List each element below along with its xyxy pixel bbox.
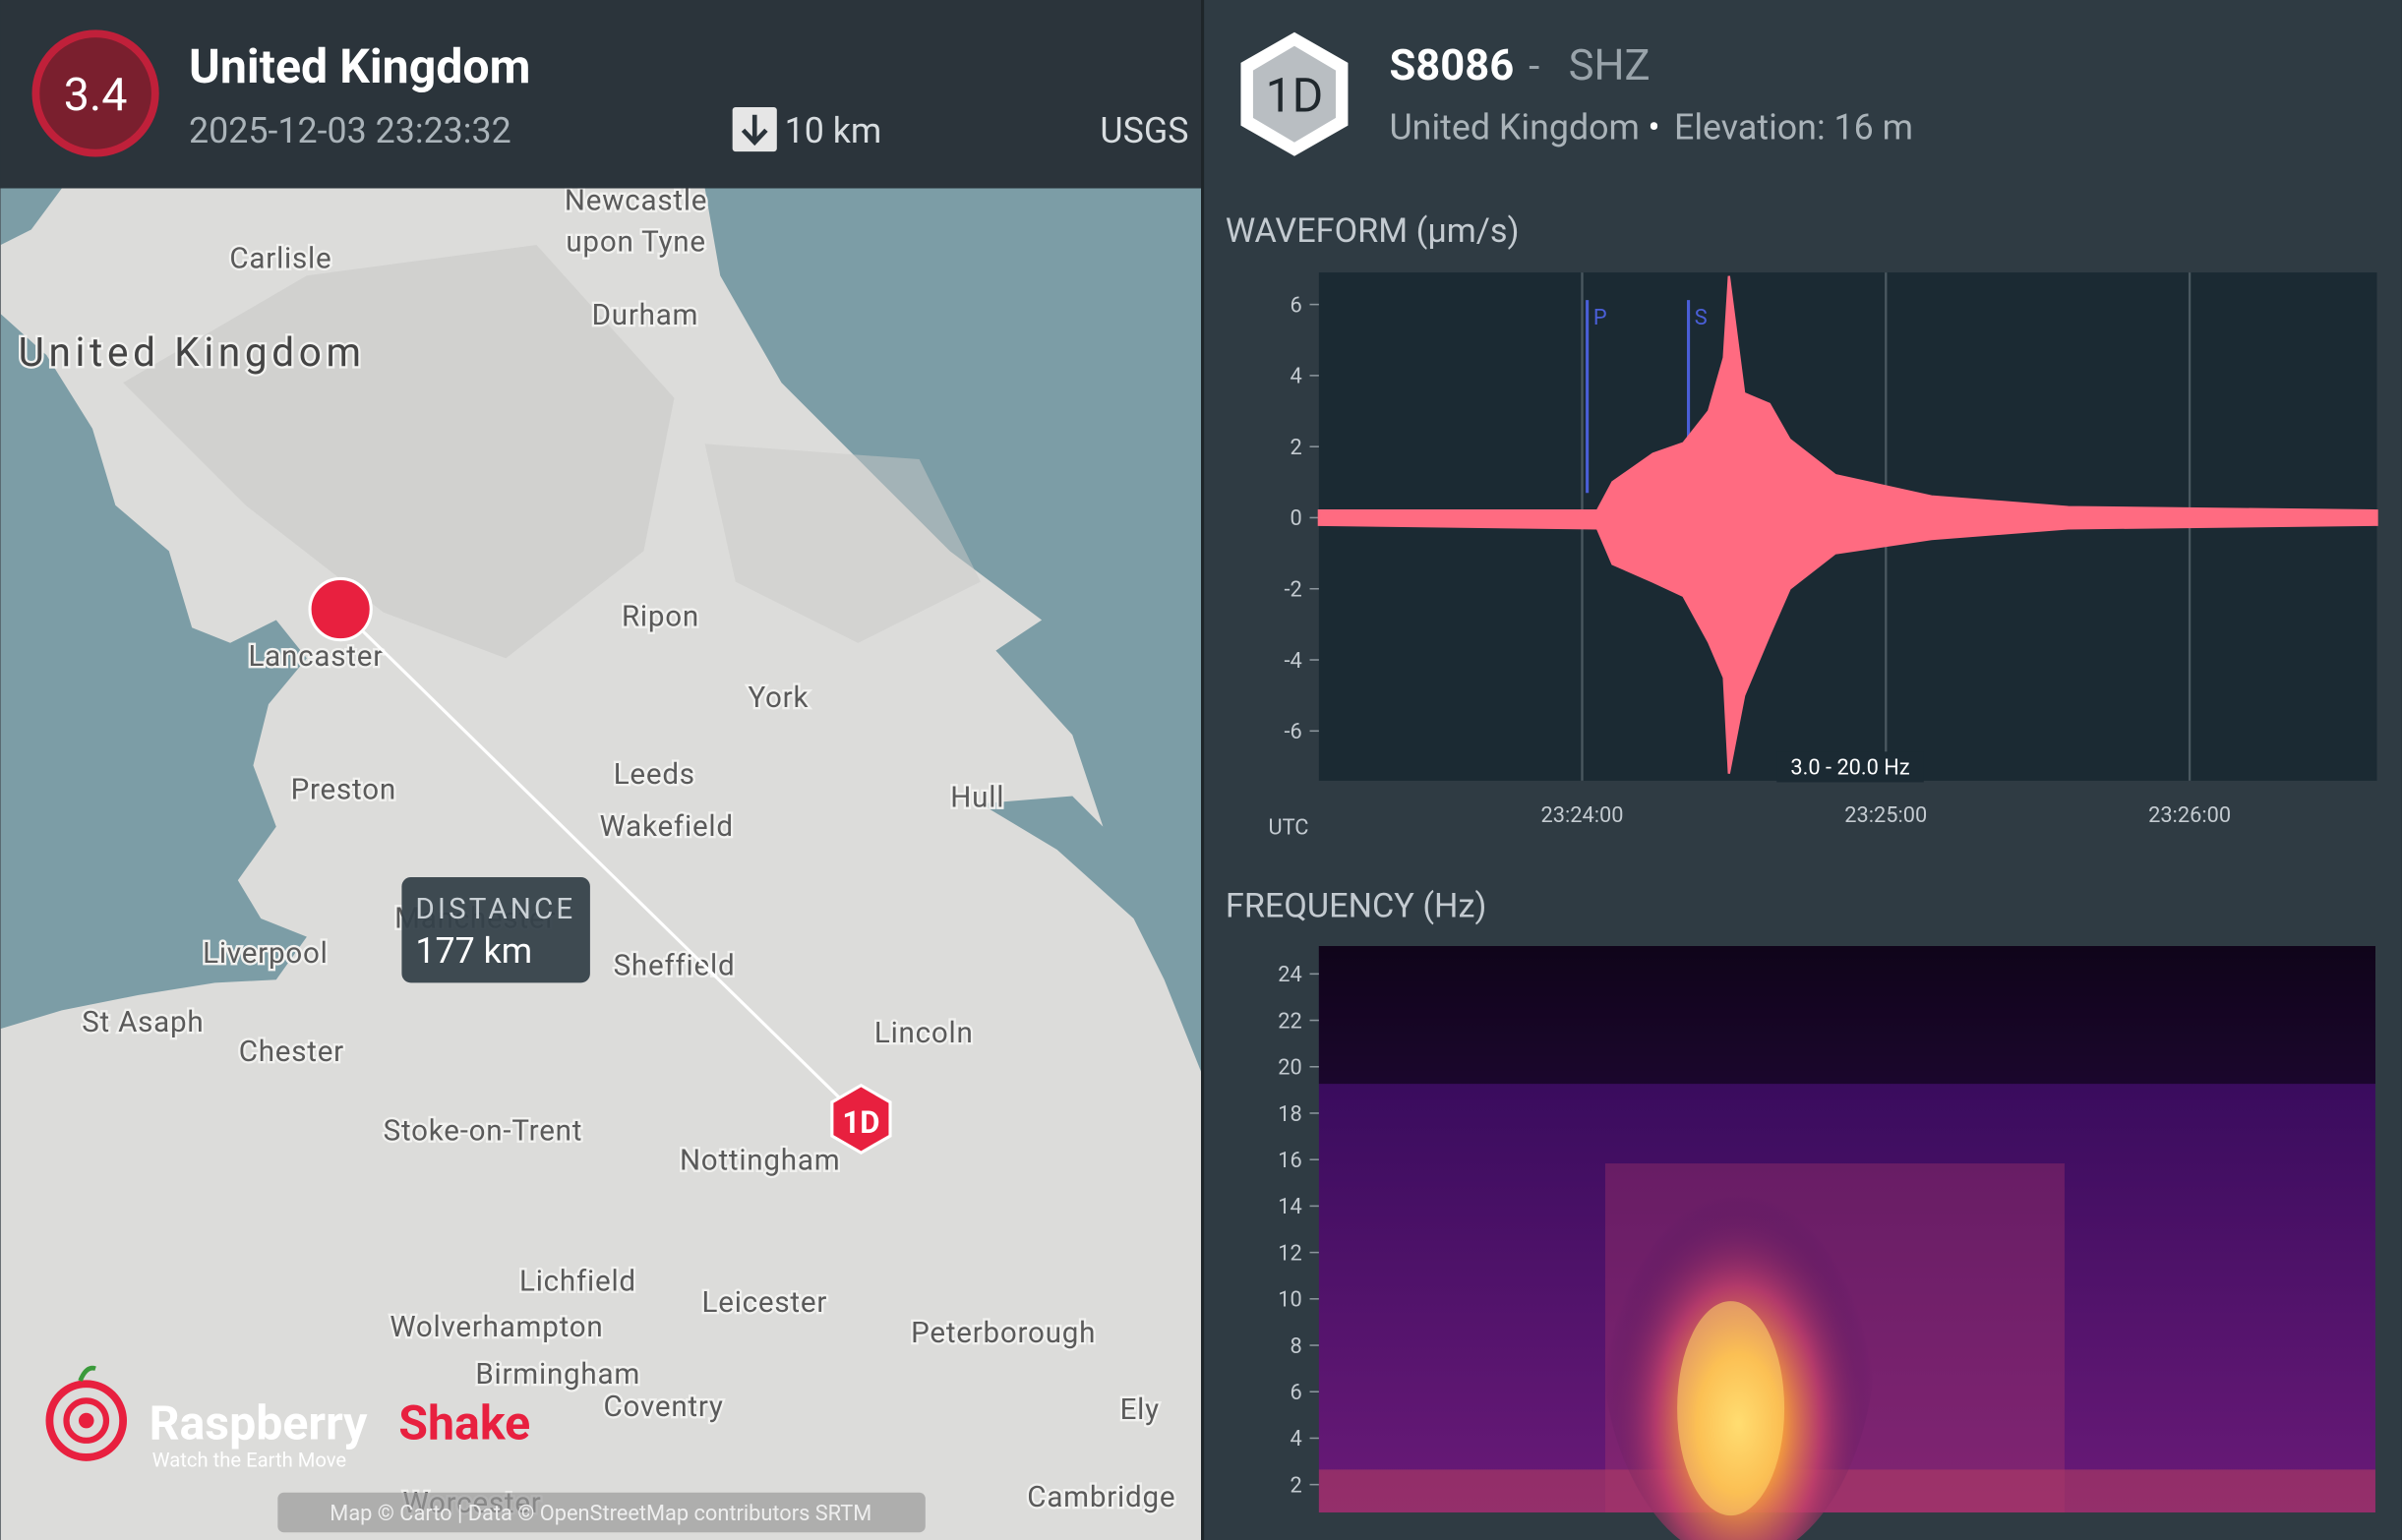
- distance-value: 177 km: [415, 930, 532, 972]
- sea: [704, 188, 1201, 1072]
- logo: [45, 1365, 128, 1461]
- map-label: Cambridge: [1027, 1481, 1175, 1514]
- x-tick-label: 23:26:00: [2148, 803, 2231, 828]
- magnitude-badge: [31, 30, 159, 157]
- y-tick-label: 12: [1278, 1241, 1301, 1266]
- station-marker-label: 1D: [842, 1104, 879, 1141]
- event-time: 2025-12-03 23:23:32: [189, 110, 511, 151]
- map-label: Chester: [239, 1036, 344, 1069]
- map-label: Leeds: [614, 758, 695, 792]
- filter-label: 3.0 - 20.0 Hz: [1790, 756, 1909, 781]
- utc-label: UTC: [1268, 815, 1308, 840]
- y-tick-label: 22: [1278, 1009, 1301, 1034]
- y-tick-label: 18: [1278, 1102, 1301, 1127]
- y-tick-label: 24: [1278, 963, 1301, 987]
- distance-tooltip: [401, 876, 590, 983]
- pick-label: S: [1695, 306, 1708, 330]
- map-label: upon Tyne: [566, 225, 705, 259]
- map-label: Preston: [291, 774, 396, 807]
- spectrogram: [1318, 946, 2375, 1540]
- y-tick-label: 16: [1278, 1149, 1301, 1173]
- map-label: Stoke-on-Trent: [384, 1115, 583, 1149]
- map-label: Birmingham: [475, 1358, 640, 1392]
- map-label: Leicester: [702, 1286, 828, 1320]
- map-label: United Kingdom: [19, 328, 366, 376]
- y-tick-label: 10: [1278, 1288, 1301, 1313]
- attribution-box: [277, 1492, 926, 1533]
- x-tick-label: 23:25:00: [1844, 803, 1927, 828]
- waveform-title: WAVEFORM (µm/s): [1226, 211, 1520, 251]
- map-label: Newcastle: [565, 184, 707, 217]
- header: [0, 0, 1202, 189]
- depth-arrow: [741, 114, 768, 147]
- logo-tagline: Watch the Earth Move: [152, 1448, 346, 1471]
- y-tick-label: -2: [1284, 578, 1301, 603]
- map-label: Nottingham: [680, 1144, 840, 1177]
- event-title: United Kingdom: [189, 38, 530, 94]
- station-badge-label: 1D: [1266, 68, 1324, 124]
- map-label: Ely: [1120, 1393, 1160, 1427]
- y-tick-label: -4: [1284, 649, 1301, 674]
- epicenter: [308, 576, 373, 642]
- logo-name: Raspberry: [150, 1394, 369, 1451]
- y-tick-label: 6: [1290, 1381, 1301, 1405]
- map-label: Peterborough: [911, 1317, 1096, 1350]
- map-label: Wolverhampton: [390, 1311, 603, 1344]
- sea: [0, 314, 307, 1030]
- pick-label: P: [1593, 306, 1607, 330]
- attribution: Map © Carto | Data © OpenStreetMap contr…: [330, 1502, 871, 1526]
- map-label: Lancaster: [248, 640, 384, 674]
- y-tick-label: 4: [1290, 365, 1301, 389]
- map-label: Lincoln: [874, 1017, 974, 1050]
- station-dot: •: [1649, 107, 1660, 148]
- station-country: United Kingdom: [1389, 107, 1639, 148]
- map-label: Sheffield: [614, 950, 736, 983]
- y-tick-label: 2: [1290, 1473, 1301, 1498]
- map-label: Ripon: [622, 601, 699, 634]
- y-tick-label: 14: [1278, 1195, 1301, 1219]
- map-label: Lichfield: [519, 1265, 636, 1298]
- station-separator: -: [1529, 42, 1539, 89]
- map-label: Hull: [950, 781, 1004, 814]
- map-label: St Asaph: [82, 1006, 204, 1039]
- y-tick-label: 20: [1278, 1056, 1301, 1081]
- station-elevation: Elevation: 16 m: [1674, 107, 1913, 148]
- map-label: Carlisle: [229, 242, 331, 275]
- y-tick-label: 0: [1290, 506, 1301, 531]
- station-code: S8086: [1389, 40, 1514, 90]
- magnitude: 3.4: [64, 69, 128, 122]
- filter-box: [1776, 751, 1924, 783]
- map-label: Wakefield: [600, 810, 734, 844]
- y-tick-label: 6: [1290, 293, 1301, 318]
- sea: [0, 188, 62, 246]
- y-tick-label: -6: [1284, 720, 1301, 744]
- distance-line: [339, 608, 863, 1121]
- y-tick-label: 4: [1290, 1427, 1301, 1451]
- logo-name-accent: Shake: [398, 1394, 530, 1451]
- distance-label: DISTANCE: [415, 893, 575, 926]
- station-marker: [830, 1083, 892, 1155]
- station-channel: SHZ: [1569, 40, 1651, 90]
- waveform-trace: [1317, 275, 2378, 774]
- map-label: York: [748, 681, 809, 715]
- map: Newcastle upon Tyne Carlisle United Kingdom…: [0, 184, 1201, 1540]
- frequency-title: FREQUENCY (Hz): [1226, 886, 1486, 925]
- event-depth: 10 km: [785, 110, 882, 151]
- map-label: Liverpool: [203, 937, 328, 971]
- hills: [123, 245, 675, 659]
- map-label: Coventry: [604, 1391, 724, 1424]
- y-tick-label: 2: [1290, 436, 1301, 460]
- event-source: USGS: [1100, 110, 1188, 151]
- x-tick-label: 23:24:00: [1540, 803, 1623, 828]
- station-badge-inner: [1252, 45, 1336, 143]
- y-tick-label: 8: [1290, 1334, 1301, 1359]
- hills: [704, 444, 981, 643]
- map-label: Durham: [592, 299, 699, 332]
